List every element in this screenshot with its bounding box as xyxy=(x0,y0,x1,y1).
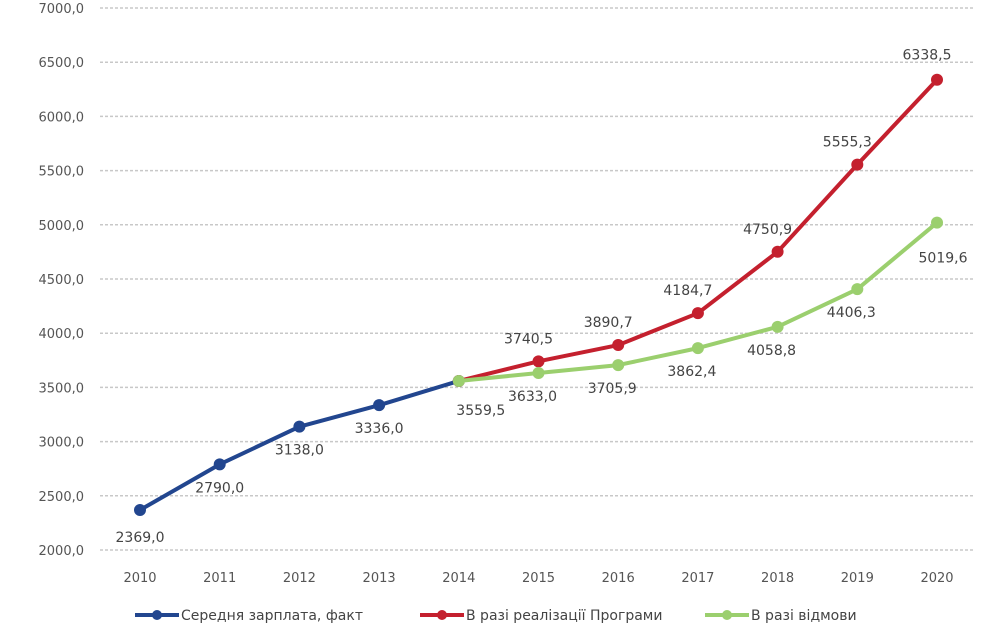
data-point xyxy=(452,374,465,387)
legend-swatch-marker xyxy=(152,610,162,620)
y-tick-label: 5500,0 xyxy=(39,165,85,180)
data-point xyxy=(612,359,625,372)
gridlines xyxy=(100,7,975,551)
x-tick-label: 2013 xyxy=(363,571,396,586)
data-point xyxy=(373,399,386,412)
legend: Середня зарплата, факт В разі реалізації … xyxy=(135,608,857,624)
legend-label: Середня зарплата, факт xyxy=(181,608,363,624)
data-label: 4184,7 xyxy=(663,283,712,299)
data-point xyxy=(691,342,704,355)
series-lines xyxy=(134,73,943,517)
legend-swatch-marker xyxy=(437,610,447,620)
data-label: 2790,0 xyxy=(195,480,244,496)
x-tick-label: 2018 xyxy=(761,571,794,586)
x-axis: 2010 2011 2012 2013 2014 2015 2016 2017 2018 2019… xyxy=(123,571,953,586)
data-label: 3336,0 xyxy=(355,421,404,437)
legend-swatch-marker xyxy=(722,610,732,620)
data-point xyxy=(691,307,704,320)
data-point xyxy=(851,283,864,296)
legend-label: В разі реалізації Програми xyxy=(466,608,662,624)
y-tick-label: 6000,0 xyxy=(39,110,85,125)
data-label: 3559,5 xyxy=(456,403,505,419)
y-tick-label: 2500,0 xyxy=(39,490,85,505)
data-label: 3633,0 xyxy=(508,389,557,405)
x-tick-label: 2017 xyxy=(681,571,714,586)
data-label: 3138,0 xyxy=(275,443,324,459)
data-label: 3890,7 xyxy=(584,315,633,331)
data-point xyxy=(771,320,784,333)
data-point xyxy=(931,73,943,86)
data-label: 3705,9 xyxy=(588,381,637,397)
x-tick-label: 2019 xyxy=(841,571,874,586)
data-point xyxy=(532,355,545,368)
data-point xyxy=(293,420,306,433)
data-label: 3740,5 xyxy=(504,331,553,347)
data-label: 6338,5 xyxy=(903,48,952,64)
y-axis: 2000,0 2500,0 3000,0 3500,0 4000,0 4500,0 5000… xyxy=(39,2,85,559)
x-tick-label: 2010 xyxy=(123,571,156,586)
data-point xyxy=(532,366,545,379)
data-labels: 2369,0 2790,0 3138,0 3336,0 3559,5 3740,5 3890… xyxy=(116,48,968,546)
y-tick-label: 3000,0 xyxy=(39,436,85,451)
y-tick-label: 4500,0 xyxy=(39,273,85,288)
data-label: 3862,4 xyxy=(667,364,716,380)
data-label: 2369,0 xyxy=(116,530,165,546)
x-tick-label: 2015 xyxy=(522,571,555,586)
data-point xyxy=(134,504,146,517)
x-tick-label: 2012 xyxy=(283,571,316,586)
y-tick-label: 2000,0 xyxy=(39,544,85,559)
data-point xyxy=(213,458,226,471)
y-tick-label: 5000,0 xyxy=(39,219,85,234)
legend-label: В разі відмови xyxy=(751,608,857,624)
data-point xyxy=(851,158,864,171)
y-tick-label: 6500,0 xyxy=(39,56,85,71)
x-tick-label: 2020 xyxy=(920,571,953,586)
y-tick-label: 3500,0 xyxy=(39,381,85,396)
x-tick-label: 2016 xyxy=(602,571,635,586)
x-tick-label: 2011 xyxy=(203,571,236,586)
data-label: 4058,8 xyxy=(747,343,796,359)
data-point xyxy=(931,216,943,229)
data-label: 5019,6 xyxy=(919,251,968,267)
data-point xyxy=(771,245,784,258)
y-tick-label: 4000,0 xyxy=(39,327,85,342)
data-point xyxy=(612,339,625,352)
x-tick-label: 2014 xyxy=(442,571,475,586)
data-label: 5555,3 xyxy=(823,135,872,151)
series-line xyxy=(458,221,939,383)
y-tick-label: 7000,0 xyxy=(39,2,85,17)
data-label: 4406,3 xyxy=(827,305,876,321)
data-label: 4750,9 xyxy=(743,222,792,238)
